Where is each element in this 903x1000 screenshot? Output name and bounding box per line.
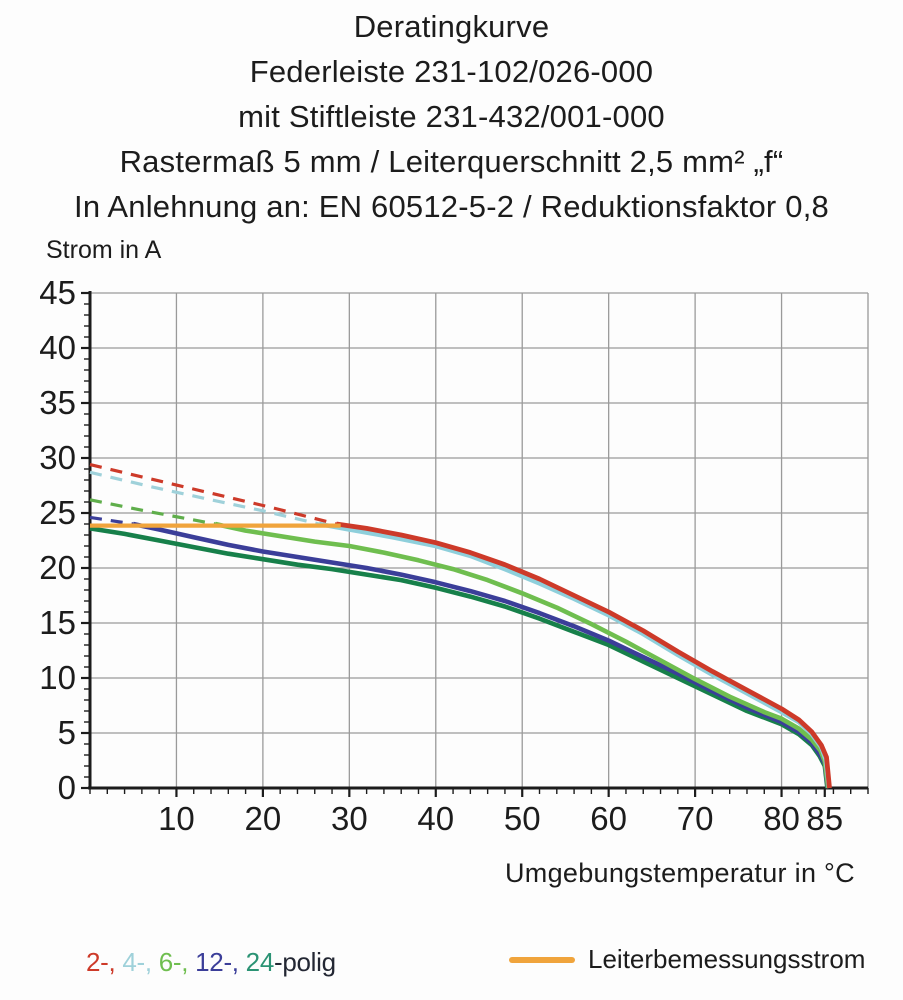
y-axis-title: Strom in A: [46, 236, 162, 264]
legend-rated-current: Leiterbemessungsstrom: [509, 944, 865, 975]
title-line-2: Federleiste 231-102/026-000: [249, 54, 654, 89]
axes: [88, 291, 868, 790]
x-tick-label-40: 40: [417, 800, 454, 837]
x-tick-label-50: 50: [504, 800, 541, 837]
legend-part: 2-,: [86, 947, 123, 977]
legend-part: -polig: [273, 947, 336, 977]
y-tick-label-0: 0: [58, 769, 76, 806]
x-tick-label-70: 70: [677, 800, 714, 837]
legend-part: 24: [245, 947, 275, 977]
legend-part: 6-,: [158, 947, 196, 977]
y-tick-label-10: 10: [39, 659, 76, 696]
legend-pole-counts: 2-, 4-, 6-, 12-, 24-polig: [86, 947, 336, 978]
curve-4-polig-projiziert-gestrichelt-: [89, 470, 320, 526]
y-tick-label-15: 15: [39, 604, 76, 641]
curve-12-polig: [132, 521, 831, 789]
chart-title-block: Deratingkurve Federleiste 231-102/026-00…: [0, 4, 903, 229]
x-tick-label-80: 80: [763, 800, 800, 837]
y-tick-label-20: 20: [39, 549, 76, 586]
x-tick-label-20: 20: [245, 800, 282, 837]
gridlines: [90, 292, 869, 788]
curve-2-polig-projiziert-gestrichelt-: [89, 463, 337, 526]
x-tick-label-60: 60: [590, 800, 627, 837]
curve-2-polig: [336, 521, 832, 789]
y-tick-label-5: 5: [58, 714, 76, 751]
y-tick-label-45: 45: [39, 274, 76, 311]
y-tick-label-35: 35: [39, 384, 76, 421]
rated-current-label: Leiterbemessungsstrom: [588, 944, 866, 974]
curves: [89, 463, 832, 789]
y-tick-label-40: 40: [39, 329, 76, 366]
axis-ticks: [81, 291, 869, 797]
curve-4-polig: [318, 521, 832, 789]
title-line-5: In Anlehnung an: EN 60512-5-2 / Reduktio…: [74, 189, 829, 224]
curve-12-polig-projiziert-gestrichelt-: [89, 515, 134, 526]
curve-6-polig: [214, 521, 831, 789]
x-tick-label-10: 10: [158, 800, 195, 837]
x-tick-label-30: 30: [331, 800, 368, 837]
y-tick-label-30: 30: [39, 439, 76, 476]
y-tick-label-25: 25: [39, 494, 76, 531]
legend-part: 12-,: [195, 947, 246, 977]
title-line-3: mit Stiftleiste 231-432/001-000: [238, 99, 665, 134]
curve-24-polig: [89, 526, 830, 789]
tick-labels: 10 20 30 40 50 60 70 80 85 0 5 10 15 20 25 30 35 40 45: [39, 274, 843, 837]
legend-part: 4-,: [122, 947, 159, 977]
x-axis-title: Umgebungstemperatur in °C: [505, 858, 855, 888]
title-line-1: Deratingkurve: [353, 9, 550, 44]
rated-current-line-swatch: [509, 956, 575, 963]
curve-6-polig-projiziert-gestrichelt-: [89, 498, 216, 526]
x-tick-label-85: 85: [806, 800, 843, 837]
title-line-4: Rastermaß 5 mm / Leiterquerschnitt 2,5 m…: [119, 144, 784, 179]
